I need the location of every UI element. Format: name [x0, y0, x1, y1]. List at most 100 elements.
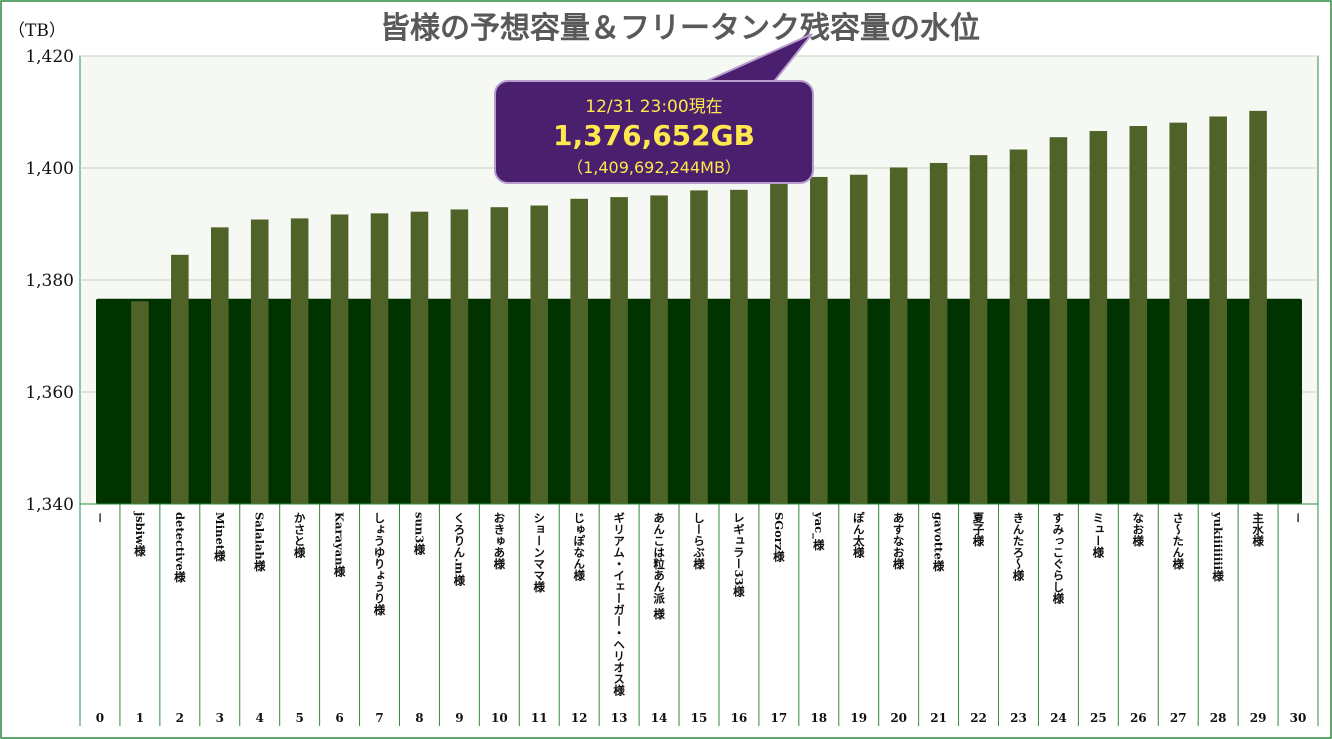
y-tick-label-1400: 1,400 — [25, 159, 74, 179]
bar-17 — [770, 181, 788, 504]
x-tick-label-26: なお様 — [1131, 512, 1145, 547]
bar-2 — [171, 254, 189, 504]
x-tick-label-24: すみっこぐらし様 — [1051, 512, 1065, 605]
water-level-callout: 12/31 23:00現在 1,376,652GB （1,409,692,244… — [494, 80, 814, 184]
x-index-label-16: 16 — [731, 711, 748, 725]
x-index-label-3: 3 — [216, 711, 224, 725]
bar-6 — [330, 214, 349, 505]
x-tick-label-29: 主水様 — [1251, 511, 1265, 547]
x-tick-label-10: おきゅあ様 — [492, 512, 506, 570]
chart-title: 皆様の予想容量＆フリータンク残容量の水位 — [380, 11, 980, 46]
bar-8 — [410, 211, 429, 504]
x-index-label-26: 26 — [1130, 711, 1147, 725]
x-index-label-30: 30 — [1290, 711, 1307, 725]
x-tick-label-13: ギリアム・イェーガー・ヘリオス様 — [612, 511, 626, 697]
x-tick-label-30: － — [1291, 512, 1305, 524]
bar-25 — [1089, 131, 1108, 505]
bar-12 — [570, 198, 588, 505]
bar-20 — [889, 167, 908, 504]
x-tick-label-28: yukiiiiiiii様 — [1211, 511, 1225, 582]
bar-28 — [1209, 116, 1227, 504]
x-index-label-17: 17 — [771, 711, 788, 725]
x-tick-label-16: レギュラー33様 — [732, 512, 746, 598]
x-index-label-14: 14 — [651, 711, 668, 725]
x-tick-label-8: sun3様 — [412, 512, 426, 555]
bar-14 — [650, 195, 668, 504]
x-tick-label-14: あんこは粒あん派 様 — [652, 512, 666, 620]
bar-16 — [730, 189, 748, 504]
x-index-label-2: 2 — [176, 711, 184, 725]
x-tick-label-20: あすなお様 — [892, 512, 906, 570]
bar-5 — [290, 218, 309, 504]
x-index-label-22: 22 — [970, 711, 987, 725]
x-index-label-15: 15 — [691, 711, 708, 725]
x-tick-label-15: しーらぶ様 — [692, 512, 706, 570]
x-tick-label-4: Salalah様 — [253, 512, 267, 572]
bar-1 — [131, 301, 149, 504]
x-index-label-6: 6 — [335, 711, 343, 725]
x-tick-label-19: ぽん太様 — [852, 511, 866, 559]
x-tick-label-3: Minet様 — [213, 512, 227, 562]
bar-22 — [969, 155, 988, 504]
x-index-label-9: 9 — [455, 711, 463, 725]
x-index-label-23: 23 — [1010, 711, 1027, 725]
x-index-label-7: 7 — [375, 711, 383, 725]
x-tick-label-18: yac_様 — [811, 511, 826, 551]
x-tick-label-11: ショーンママ様 — [532, 512, 546, 593]
x-index-label-12: 12 — [571, 711, 588, 725]
x-index-label-8: 8 — [415, 711, 423, 725]
bar-7 — [370, 213, 389, 505]
x-tick-label-7: しょうゆりょうり様 — [373, 512, 387, 616]
y-tick-label-1380: 1,380 — [25, 271, 74, 291]
bar-9 — [450, 209, 469, 504]
bar-29 — [1249, 110, 1267, 504]
x-index-label-19: 19 — [850, 711, 867, 725]
x-tick-label-22: 夏子様 — [972, 512, 986, 547]
x-index-label-27: 27 — [1170, 711, 1187, 725]
x-index-label-5: 5 — [295, 711, 303, 725]
bar-27 — [1169, 122, 1188, 504]
x-index-label-4: 4 — [256, 711, 264, 725]
bar-11 — [530, 205, 549, 504]
x-index-label-11: 11 — [531, 711, 548, 725]
x-tick-label-0: － — [93, 512, 107, 524]
x-tick-label-5: かさと様 — [293, 512, 307, 559]
y-tick-label-1340: 1,340 — [25, 495, 74, 515]
y-tick-label-1360: 1,360 — [25, 383, 74, 403]
x-tick-label-25: ミュー様 — [1091, 512, 1105, 559]
x-tick-label-23: きんたろ～様 — [1011, 512, 1025, 582]
bar-24 — [1049, 137, 1068, 504]
bar-19 — [849, 174, 868, 504]
bar-23 — [1009, 149, 1028, 504]
bar-13 — [610, 197, 628, 504]
x-tick-label-12: じゅぽなん様 — [572, 512, 586, 582]
bar-21 — [929, 162, 948, 504]
x-index-label-10: 10 — [491, 711, 508, 725]
x-tick-label-1: jsbiw様 — [133, 511, 147, 557]
x-index-label-13: 13 — [611, 711, 628, 725]
callout-gb-value: 1,376,652GB — [553, 119, 755, 152]
bar-26 — [1129, 126, 1148, 504]
x-index-label-28: 28 — [1210, 711, 1227, 725]
x-index-label-25: 25 — [1090, 711, 1107, 725]
bar-3 — [210, 227, 229, 505]
bar-10 — [490, 207, 509, 504]
x-index-label-18: 18 — [810, 711, 827, 725]
x-tick-label-27: さ～たん様 — [1171, 512, 1185, 570]
x-index-label-21: 21 — [930, 711, 947, 725]
x-tick-label-17: SGorz様 — [772, 512, 786, 563]
y-tick-label-1420: 1,420 — [25, 47, 74, 67]
x-tick-label-2: detective様 — [173, 512, 187, 583]
bar-15 — [690, 190, 708, 504]
bar-4 — [250, 219, 269, 504]
x-index-label-24: 24 — [1050, 711, 1067, 725]
x-index-label-29: 29 — [1250, 711, 1267, 725]
bar-18 — [810, 176, 828, 504]
x-index-label-20: 20 — [890, 711, 907, 725]
x-tick-label-9: くろりん.m様 — [452, 512, 466, 586]
callout-timestamp: 12/31 23:00現在 — [585, 97, 723, 117]
y-axis-unit: （TB） — [8, 21, 66, 41]
x-index-label-1: 1 — [136, 711, 144, 725]
callout-mb-value: （1,409,692,244MB） — [567, 158, 741, 177]
